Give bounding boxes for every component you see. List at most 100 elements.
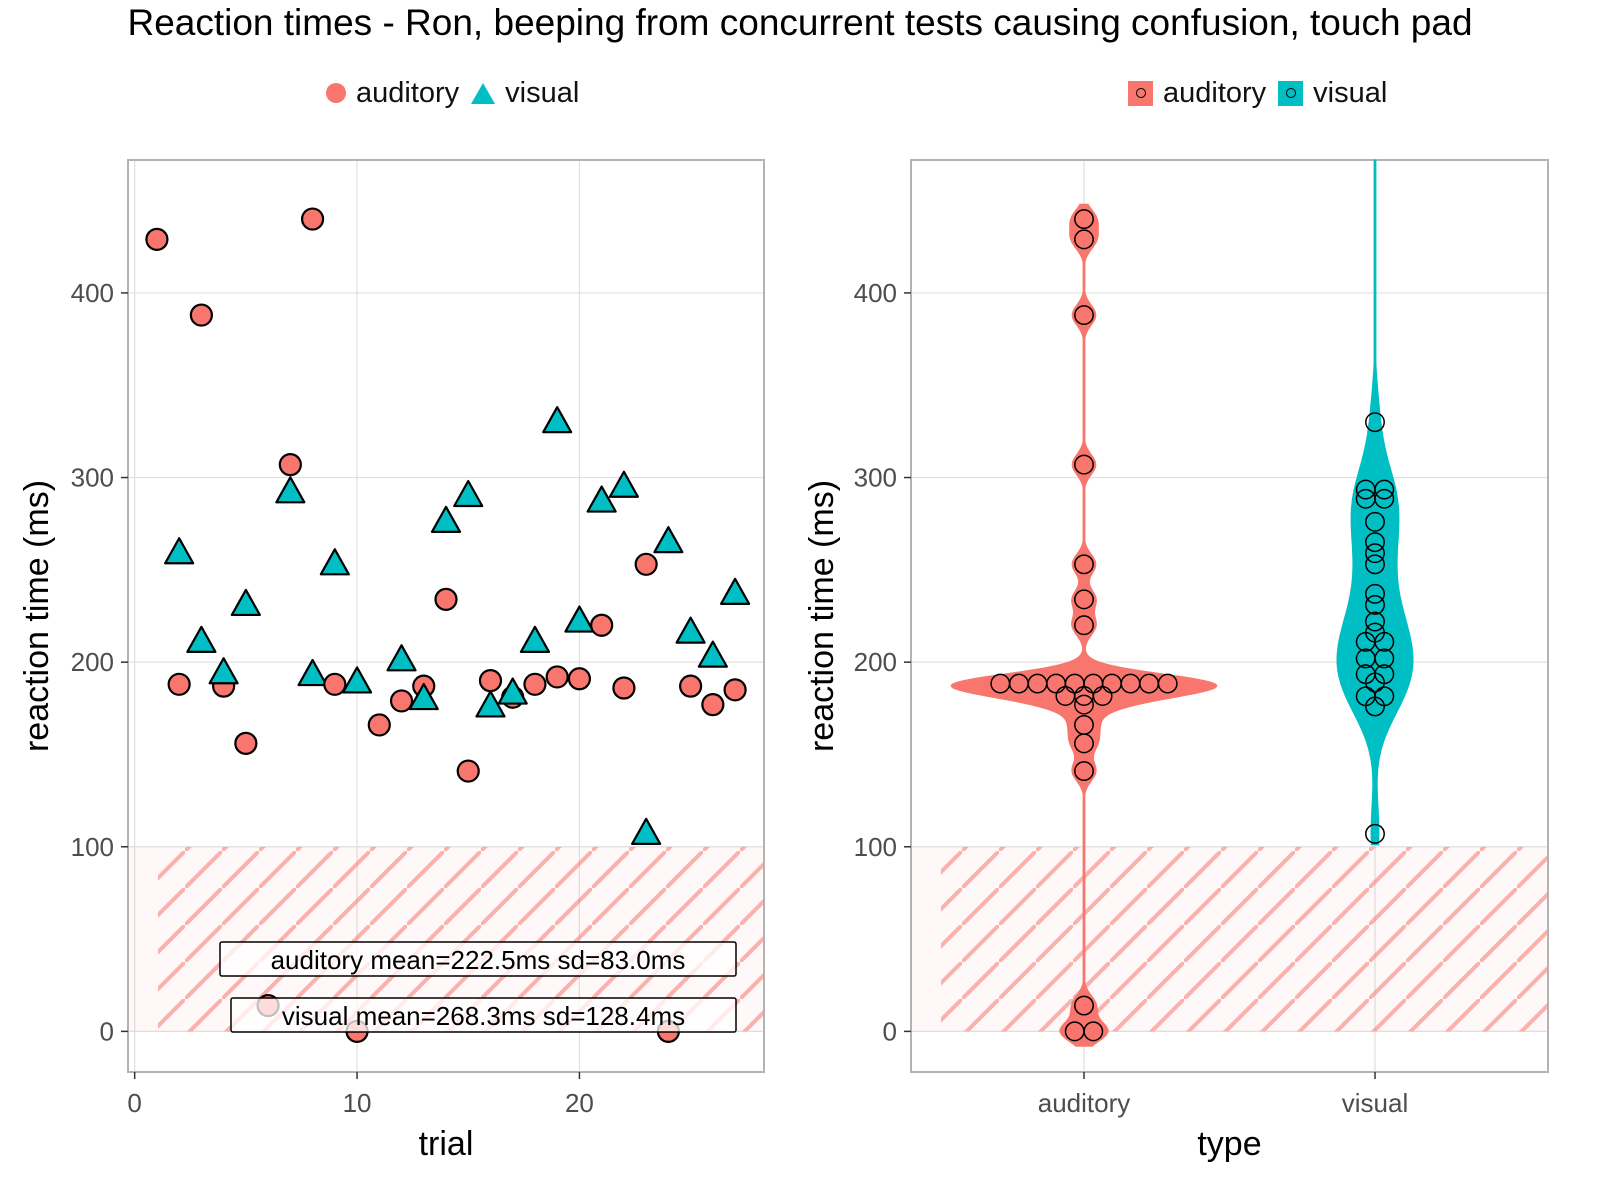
visual-point	[453, 479, 484, 508]
visual-point	[164, 537, 195, 565]
dot-visual	[1374, 648, 1395, 669]
dot-visual	[1365, 611, 1385, 632]
dot-visual	[1365, 554, 1385, 575]
dot-visual	[1365, 622, 1385, 643]
scatter-y-tick-label: 100	[71, 832, 114, 862]
visual-point	[297, 658, 328, 687]
scatter-y-tick-label: 200	[71, 647, 114, 677]
annotation-box-1	[230, 997, 737, 1033]
scatter-y-tick-label: 400	[71, 278, 114, 308]
auditory-point	[145, 227, 169, 251]
auditory-point	[478, 669, 503, 693]
scatter-x-tick-label: 10	[343, 1088, 372, 1118]
visual-point	[719, 577, 751, 605]
scatter-x-tick-label: 20	[565, 1088, 594, 1118]
dot-visual	[1365, 543, 1385, 564]
legend-label-visual: visual	[505, 76, 580, 109]
visual-point	[408, 682, 439, 711]
visual-point	[230, 588, 261, 617]
auditory-point	[590, 613, 614, 637]
chart-title: Reaction times - Ron, beeping from concu…	[127, 2, 1473, 43]
visual-point	[697, 640, 728, 668]
dot-visual	[1374, 488, 1395, 509]
legend-fill-label-auditory: auditory	[1163, 76, 1267, 109]
visual-point	[675, 616, 706, 644]
visual-point	[208, 657, 239, 685]
visual-point	[186, 625, 217, 653]
auditory-point	[300, 207, 325, 231]
violin-x-tick-label: visual	[1342, 1088, 1408, 1118]
dot-auditory	[1074, 714, 1094, 735]
auditory-point	[167, 672, 191, 696]
legend-item-auditory: auditory	[326, 77, 459, 110]
dot-visual	[1374, 664, 1395, 685]
auditory-point	[523, 672, 547, 696]
dot-visual	[1374, 479, 1395, 500]
visual-point	[319, 548, 350, 576]
violin-auditory	[950, 203, 1218, 1047]
auditory-point	[189, 303, 213, 327]
dot-visual	[1365, 583, 1385, 604]
dot-visual	[1365, 532, 1385, 553]
auditory-point	[278, 453, 302, 477]
scatter-x-tick-label: 0	[127, 1088, 141, 1118]
violin-y-tick-label: 200	[854, 647, 897, 677]
dot-auditory	[1074, 454, 1094, 475]
legend-item-visual: visual	[471, 77, 579, 110]
annotation-box-0	[219, 941, 737, 977]
violin-y-axis-title: reaction time (ms)	[803, 480, 841, 752]
auditory-point	[434, 587, 458, 611]
visual-point	[653, 526, 684, 554]
legend-fill-item-auditory: auditory	[1128, 77, 1266, 110]
dot-visual	[1365, 823, 1385, 844]
triangle-marker-icon	[471, 82, 496, 104]
visual-point	[430, 505, 462, 533]
visual-point	[341, 666, 373, 694]
legend-fill-label-visual: visual	[1313, 76, 1388, 109]
auditory-point	[723, 678, 747, 702]
scatter-panel: 0 100 200 300 400 0 10 20 trial reaction time (ms…	[18, 159, 765, 1163]
scatter-y-tick-label: 300	[71, 463, 114, 493]
dot-auditory	[1074, 589, 1094, 610]
scatter-y-axis-title: reaction time (ms)	[18, 480, 56, 752]
visual-point	[475, 690, 506, 718]
circle-marker-icon	[326, 83, 346, 103]
visual-point	[564, 605, 595, 633]
violin-panel: 0 100 200 300 400 auditory visual type reaction …	[803, 159, 1549, 1163]
scatter-y-tick-label: 0	[100, 1016, 114, 1046]
violin-y-tick-label: 100	[854, 832, 897, 862]
dot-auditory	[1074, 995, 1094, 1016]
auditory-point	[701, 693, 725, 717]
violin-legend: auditory visual	[1128, 70, 1399, 116]
visual-point	[519, 625, 551, 653]
auditory-point	[456, 759, 480, 783]
violin-y-tick-label: 300	[854, 463, 897, 493]
dot-auditory	[1074, 305, 1094, 326]
visual-point	[497, 677, 528, 705]
auditory-point	[323, 672, 347, 696]
auditory-point	[612, 676, 636, 700]
auditory-point	[234, 731, 258, 755]
scatter-legend: auditory visual	[326, 70, 591, 116]
auditory-point	[545, 665, 569, 689]
fill-swatch-icon-auditory	[1128, 80, 1153, 106]
dot-auditory	[1083, 1021, 1104, 1042]
legend-label-auditory: auditory	[356, 76, 460, 109]
visual-point	[608, 470, 640, 498]
visual-point	[586, 485, 617, 513]
dot-auditory	[1074, 229, 1094, 250]
dot-auditory	[1157, 673, 1178, 694]
scatter-frame	[127, 159, 765, 1073]
legend-fill-item-visual: visual	[1278, 77, 1387, 110]
auditory-point	[634, 552, 658, 576]
violin-y-tick-label: 400	[854, 278, 897, 308]
dot-visual	[1374, 686, 1395, 707]
dot-auditory	[1074, 615, 1094, 636]
auditory-point	[679, 674, 703, 698]
fill-swatch-icon-visual	[1278, 80, 1304, 106]
visual-point	[275, 476, 306, 504]
dot-auditory	[1074, 761, 1094, 782]
dot-auditory	[1074, 694, 1094, 715]
dot-auditory	[1074, 554, 1094, 575]
annotation-text-0: auditory mean=222.5ms sd=83.0ms	[271, 945, 686, 975]
